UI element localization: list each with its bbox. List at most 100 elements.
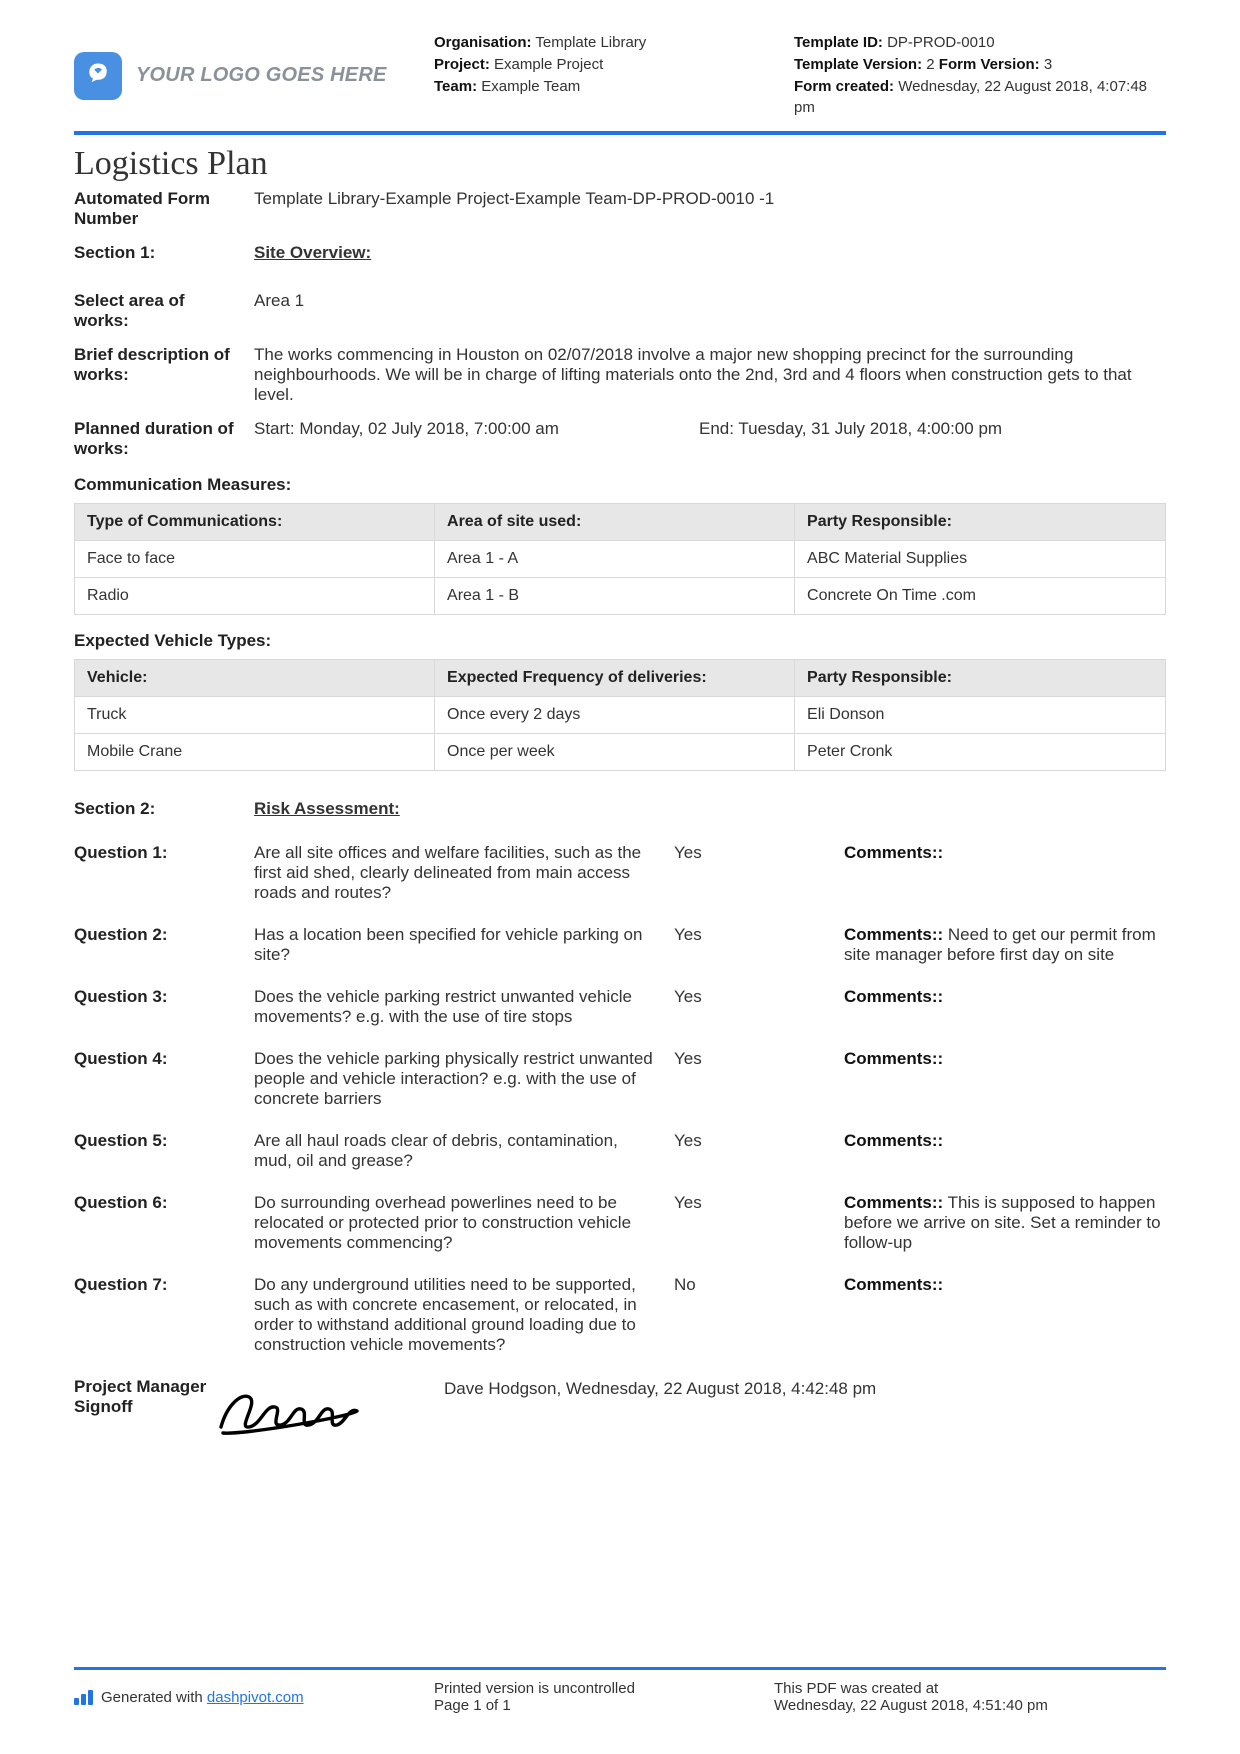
- question-answer: Yes: [674, 925, 844, 945]
- comm-col-2: Party Responsible:: [795, 504, 1166, 541]
- org-value: Template Library: [535, 34, 646, 51]
- page-header: YOUR LOGO GOES HERE Organisation: Templa…: [74, 32, 1166, 135]
- description-value: The works commencing in Houston on 02/07…: [254, 345, 1166, 405]
- page-footer: Generated with dashpivot.com Printed ver…: [74, 1667, 1166, 1714]
- table-cell: Mobile Crane: [75, 734, 435, 771]
- question-label: Question 2:: [74, 925, 254, 945]
- signoff-label: Project Manager Signoff: [74, 1377, 209, 1417]
- duration-start: Start: Monday, 02 July 2018, 7:00:00 am: [254, 419, 699, 459]
- form-version-label: Form Version:: [939, 56, 1040, 73]
- form-created-label: Form created:: [794, 78, 894, 95]
- template-id-label: Template ID:: [794, 34, 883, 51]
- question-text: Has a location been specified for vehicl…: [254, 925, 674, 965]
- question-comment: Comments::: [844, 1275, 1166, 1295]
- footer-left: Generated with dashpivot.com: [74, 1680, 434, 1714]
- template-version-value: 2: [926, 56, 934, 73]
- question-label: Question 4:: [74, 1049, 254, 1069]
- duration-end: End: Tuesday, 31 July 2018, 4:00:00 pm: [699, 419, 1002, 459]
- comm-table: Type of Communications: Area of site use…: [74, 503, 1166, 615]
- question-text: Does the vehicle parking restrict unwant…: [254, 987, 674, 1027]
- vehicles-table: Vehicle: Expected Frequency of deliverie…: [74, 659, 1166, 771]
- question-comment: Comments:: Need to get our permit from s…: [844, 925, 1166, 965]
- question-comment: Comments::: [844, 987, 1166, 1007]
- header-template-block: Template ID: DP-PROD-0010 Template Versi…: [794, 32, 1166, 119]
- duration-label: Planned duration of works:: [74, 419, 254, 459]
- question-row: Question 3:Does the vehicle parking rest…: [74, 987, 1166, 1027]
- veh-col-1: Expected Frequency of deliveries:: [435, 660, 795, 697]
- table-cell: Eli Donson: [795, 697, 1166, 734]
- question-row: Question 6:Do surrounding overhead power…: [74, 1193, 1166, 1253]
- question-row: Question 5:Are all haul roads clear of d…: [74, 1131, 1166, 1171]
- table-cell: Area 1 - B: [435, 578, 795, 615]
- question-text: Does the vehicle parking physically rest…: [254, 1049, 674, 1109]
- question-label: Question 1:: [74, 843, 254, 863]
- table-cell: Face to face: [75, 541, 435, 578]
- form-version-value: 3: [1044, 56, 1052, 73]
- footer-created-value: Wednesday, 22 August 2018, 4:51:40 pm: [774, 1697, 1166, 1714]
- question-answer: No: [674, 1275, 844, 1295]
- question-comment: Comments::: [844, 1049, 1166, 1069]
- section1-header: Section 1: Site Overview:: [74, 243, 1166, 263]
- table-row: TruckOnce every 2 daysEli Donson: [75, 697, 1166, 734]
- section1-label: Section 1:: [74, 243, 254, 263]
- question-answer: Yes: [674, 843, 844, 863]
- footer-created-label: This PDF was created at: [774, 1680, 1166, 1697]
- question-answer: Yes: [674, 1049, 844, 1069]
- table-cell: Truck: [75, 697, 435, 734]
- table-row: Mobile CraneOnce per weekPeter Cronk: [75, 734, 1166, 771]
- form-number-label: Automated Form Number: [74, 189, 254, 229]
- area-value: Area 1: [254, 291, 1166, 331]
- question-answer: Yes: [674, 987, 844, 1007]
- logo-icon: [74, 52, 122, 100]
- question-row: Question 1:Are all site offices and welf…: [74, 843, 1166, 903]
- question-comment: Comments::: [844, 843, 1166, 863]
- question-label: Question 5:: [74, 1131, 254, 1151]
- project-label: Project:: [434, 56, 490, 73]
- question-comment: Comments::: [844, 1131, 1166, 1151]
- table-cell: Radio: [75, 578, 435, 615]
- table-row: RadioArea 1 - BConcrete On Time .com: [75, 578, 1166, 615]
- question-label: Question 3:: [74, 987, 254, 1007]
- duration-row: Planned duration of works: Start: Monday…: [74, 419, 1166, 459]
- table-cell: Once every 2 days: [435, 697, 795, 734]
- header-org-block: Organisation: Template Library Project: …: [434, 32, 774, 119]
- description-row: Brief description of works: The works co…: [74, 345, 1166, 405]
- comm-heading: Communication Measures:: [74, 475, 1166, 495]
- table-cell: Concrete On Time .com: [795, 578, 1166, 615]
- question-text: Do surrounding overhead powerlines need …: [254, 1193, 674, 1253]
- section1-name: Site Overview:: [254, 243, 371, 262]
- table-row: Face to faceArea 1 - AABC Material Suppl…: [75, 541, 1166, 578]
- veh-col-2: Party Responsible:: [795, 660, 1166, 697]
- footer-right: This PDF was created at Wednesday, 22 Au…: [774, 1680, 1166, 1714]
- question-row: Question 7:Do any underground utilities …: [74, 1275, 1166, 1355]
- question-text: Are all haul roads clear of debris, cont…: [254, 1131, 674, 1171]
- signature-image: [209, 1377, 444, 1441]
- footer-page: Page 1 of 1: [434, 1697, 774, 1714]
- table-cell: ABC Material Supplies: [795, 541, 1166, 578]
- form-number-row: Automated Form Number Template Library-E…: [74, 189, 1166, 229]
- table-cell: Area 1 - A: [435, 541, 795, 578]
- signoff-row: Project Manager Signoff Dave Hodgson, We…: [74, 1377, 1166, 1441]
- logo-block: YOUR LOGO GOES HERE: [74, 32, 414, 119]
- question-label: Question 7:: [74, 1275, 254, 1295]
- project-value: Example Project: [494, 56, 603, 73]
- description-label: Brief description of works:: [74, 345, 254, 405]
- template-version-label: Template Version:: [794, 56, 922, 73]
- footer-mid: Printed version is uncontrolled Page 1 o…: [434, 1680, 774, 1714]
- logo-text: YOUR LOGO GOES HERE: [136, 64, 387, 87]
- section2-header: Section 2: Risk Assessment:: [74, 799, 1166, 819]
- org-label: Organisation:: [434, 34, 532, 51]
- generated-prefix: Generated with: [101, 1689, 207, 1706]
- table-cell: Once per week: [435, 734, 795, 771]
- comm-col-0: Type of Communications:: [75, 504, 435, 541]
- dashpivot-icon: [74, 1689, 93, 1705]
- question-answer: Yes: [674, 1193, 844, 1213]
- veh-col-0: Vehicle:: [75, 660, 435, 697]
- generated-link[interactable]: dashpivot.com: [207, 1689, 304, 1706]
- area-row: Select area of works: Area 1: [74, 291, 1166, 331]
- footer-uncontrolled: Printed version is uncontrolled: [434, 1680, 774, 1697]
- section2-name: Risk Assessment:: [254, 799, 400, 818]
- question-answer: Yes: [674, 1131, 844, 1151]
- question-row: Question 4:Does the vehicle parking phys…: [74, 1049, 1166, 1109]
- vehicles-heading: Expected Vehicle Types:: [74, 631, 1166, 651]
